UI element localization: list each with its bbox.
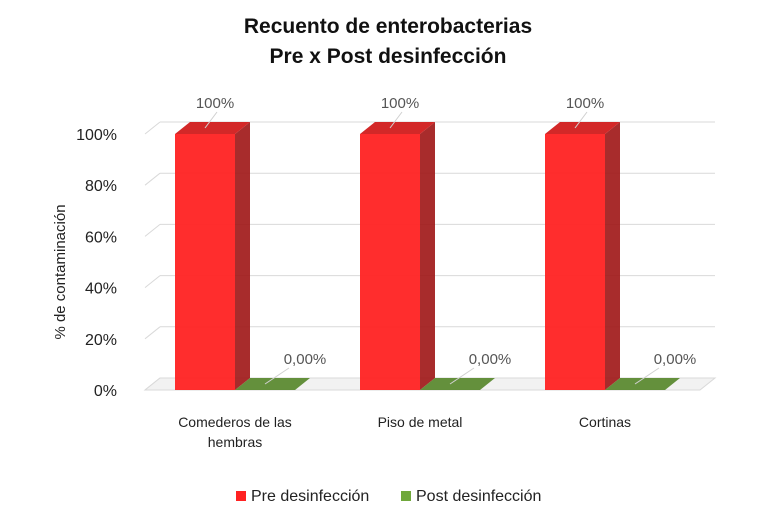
chart-title-line-1: Recuento de enterobacterias: [244, 15, 532, 38]
legend-label: Post desinfección: [416, 488, 541, 505]
y-tick-label: 0%: [94, 383, 117, 400]
legend-swatch: [401, 491, 411, 501]
y-tick-label: 20%: [85, 332, 117, 349]
legend-item: Pre desinfección: [236, 488, 369, 505]
gridline-depth: [144, 224, 161, 237]
legend: Pre desinfección Post desinfección: [236, 488, 541, 505]
bar: [420, 378, 495, 390]
data-label: 0,00%: [284, 351, 327, 368]
data-labels: 100% 0,00% 100% 0,00% 100% 0,00%: [196, 95, 697, 385]
bar-side: [605, 122, 620, 390]
bars: [175, 122, 680, 390]
y-axis-label: % de contaminación: [52, 204, 69, 339]
bar-side: [420, 122, 435, 390]
gridline-depth: [144, 326, 161, 340]
chart-title-line-2: Pre x Post desinfección: [270, 45, 507, 68]
data-label-leader: [574, 111, 588, 129]
data-label-leader: [389, 111, 403, 129]
data-label-leader: [449, 367, 475, 385]
x-tick-label: hembras: [208, 434, 262, 450]
bar-top: [360, 122, 435, 134]
x-tick-label: Cortinas: [579, 414, 631, 430]
y-tick-label: 100%: [76, 127, 117, 144]
bar: [545, 122, 620, 390]
gridline-depth: [144, 172, 161, 186]
gridline-depth: [144, 121, 161, 135]
y-tick-label: 60%: [85, 229, 117, 246]
data-label: 100%: [196, 95, 234, 112]
data-label-leader: [204, 111, 218, 129]
data-label-leader: [634, 367, 660, 385]
bar-front: [360, 134, 420, 390]
y-tick-label: 80%: [85, 178, 117, 195]
bar-top: [545, 122, 620, 134]
data-label: 0,00%: [654, 351, 697, 368]
y-tick-label: 40%: [85, 281, 117, 298]
bar: [360, 122, 435, 390]
bar-top: [235, 378, 310, 390]
bar: [235, 378, 310, 390]
x-tick-label: Comederos de las: [178, 414, 292, 430]
bar-side: [235, 122, 250, 390]
bar: [175, 122, 250, 390]
gridline-depth: [144, 275, 161, 288]
legend-swatch: [236, 491, 246, 501]
data-label: 100%: [381, 95, 419, 112]
data-label-leader: [264, 367, 290, 385]
x-axis: Comederos de las hembras Piso de metal Cort…: [178, 414, 631, 450]
bar-top: [420, 378, 495, 390]
bar-front: [175, 134, 235, 390]
bar: [605, 378, 680, 390]
y-axis: 0% 20% 40% 60% 80% 100%: [76, 127, 117, 400]
x-tick-label: Piso de metal: [378, 414, 463, 430]
bar-top: [175, 122, 250, 134]
data-label: 100%: [566, 95, 604, 112]
gridlines: [144, 121, 715, 391]
chart-title: Recuento de enterobacterias Pre x Post d…: [244, 15, 532, 68]
bar-front: [545, 134, 605, 390]
bar-top: [605, 378, 680, 390]
legend-label: Pre desinfección: [251, 488, 369, 505]
legend-item: Post desinfección: [401, 488, 541, 505]
data-label: 0,00%: [469, 351, 512, 368]
